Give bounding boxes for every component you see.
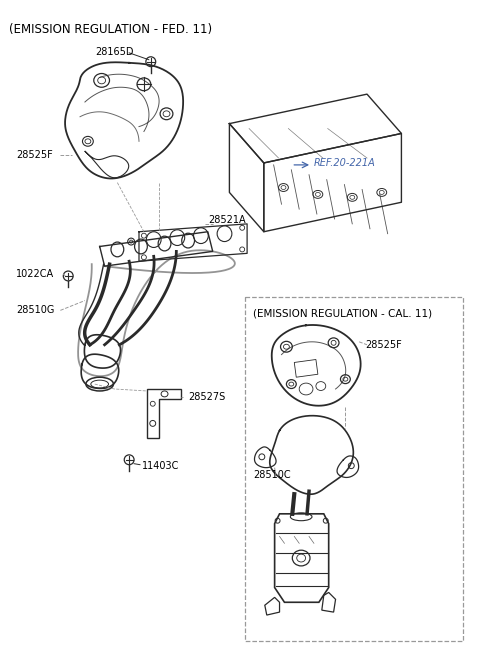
Text: 28165D: 28165D bbox=[95, 47, 133, 57]
Text: 28510C: 28510C bbox=[253, 471, 290, 481]
Text: 28510G: 28510G bbox=[16, 306, 55, 316]
Text: REF.20-221A: REF.20-221A bbox=[314, 158, 376, 168]
Text: 28525F: 28525F bbox=[16, 150, 53, 160]
Text: (EMISSION REGULATION - CAL. 11): (EMISSION REGULATION - CAL. 11) bbox=[253, 308, 432, 318]
Text: 11403C: 11403C bbox=[142, 461, 180, 471]
Text: (EMISSION REGULATION - FED. 11): (EMISSION REGULATION - FED. 11) bbox=[9, 23, 212, 36]
Text: 28527S: 28527S bbox=[188, 392, 226, 402]
Text: 28525F: 28525F bbox=[365, 339, 402, 350]
Text: 28521A: 28521A bbox=[208, 215, 245, 225]
Text: 1022CA: 1022CA bbox=[16, 269, 54, 279]
